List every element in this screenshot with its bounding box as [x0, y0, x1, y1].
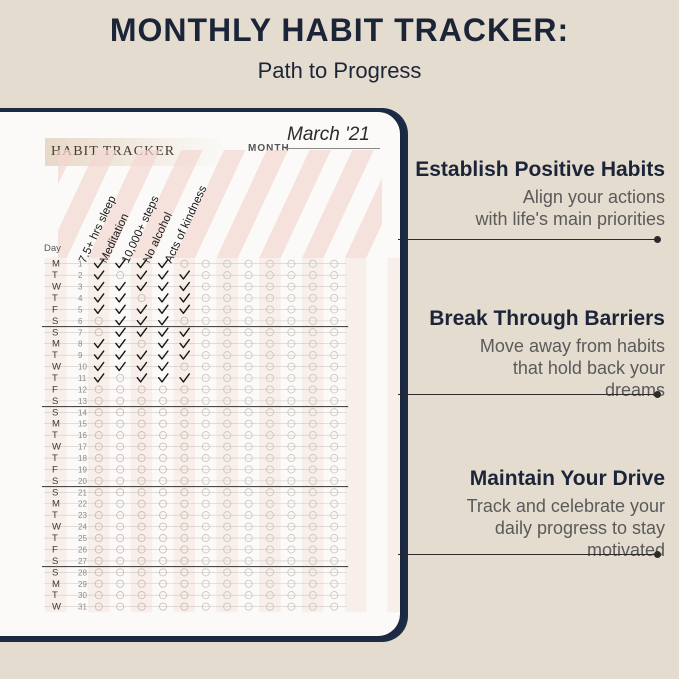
svg-text:T: T: [52, 270, 58, 281]
svg-text:T: T: [52, 590, 58, 601]
svg-text:10: 10: [78, 363, 87, 372]
svg-text:11: 11: [78, 374, 87, 383]
svg-text:13: 13: [78, 397, 87, 406]
svg-text:6: 6: [78, 317, 83, 326]
svg-text:27: 27: [78, 557, 87, 566]
svg-text:2: 2: [78, 271, 83, 280]
svg-text:4: 4: [78, 294, 83, 303]
svg-text:29: 29: [78, 580, 87, 589]
svg-text:8: 8: [78, 340, 83, 349]
svg-text:T: T: [52, 430, 58, 441]
svg-text:24: 24: [78, 523, 87, 532]
svg-text:9: 9: [78, 351, 83, 360]
svg-text:T: T: [52, 510, 58, 521]
svg-text:S: S: [52, 567, 58, 578]
svg-text:3: 3: [78, 283, 83, 292]
svg-text:W: W: [52, 442, 61, 453]
svg-text:5: 5: [78, 305, 83, 314]
svg-text:F: F: [52, 464, 58, 475]
svg-text:W: W: [52, 362, 61, 373]
svg-text:25: 25: [78, 534, 87, 543]
svg-text:1: 1: [78, 260, 83, 269]
svg-text:F: F: [52, 544, 58, 555]
svg-text:15: 15: [78, 420, 87, 429]
svg-text:30: 30: [78, 591, 87, 600]
svg-text:20: 20: [78, 477, 87, 486]
svg-text:14: 14: [78, 408, 87, 417]
svg-text:7: 7: [78, 328, 83, 337]
svg-text:M: M: [52, 419, 60, 430]
svg-text:S: S: [52, 396, 58, 407]
svg-text:31: 31: [78, 603, 87, 612]
svg-text:16: 16: [78, 431, 87, 440]
svg-text:S: S: [52, 316, 58, 327]
svg-text:F: F: [52, 304, 58, 315]
svg-text:M: M: [52, 259, 60, 270]
svg-text:T: T: [52, 373, 58, 384]
svg-text:18: 18: [78, 454, 87, 463]
svg-text:17: 17: [78, 443, 87, 452]
svg-text:M: M: [52, 339, 60, 350]
svg-text:T: T: [52, 350, 58, 361]
svg-text:W: W: [52, 522, 61, 533]
svg-text:W: W: [52, 282, 61, 293]
svg-text:F: F: [52, 384, 58, 395]
svg-text:M: M: [52, 499, 60, 510]
svg-text:19: 19: [78, 465, 87, 474]
svg-text:M: M: [52, 579, 60, 590]
svg-text:T: T: [52, 533, 58, 544]
svg-text:S: S: [52, 487, 58, 498]
svg-text:S: S: [52, 556, 58, 567]
svg-text:S: S: [52, 407, 58, 418]
svg-text:T: T: [52, 293, 58, 304]
svg-text:23: 23: [78, 511, 87, 520]
svg-text:S: S: [52, 476, 58, 487]
svg-text:S: S: [52, 327, 58, 338]
svg-text:12: 12: [78, 385, 87, 394]
svg-text:T: T: [52, 453, 58, 464]
svg-text:W: W: [52, 602, 61, 613]
svg-text:28: 28: [78, 568, 87, 577]
svg-text:21: 21: [78, 488, 87, 497]
svg-text:22: 22: [78, 500, 87, 509]
svg-text:26: 26: [78, 545, 87, 554]
